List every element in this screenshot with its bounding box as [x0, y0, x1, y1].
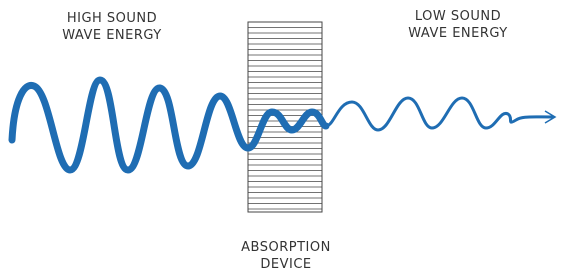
- low-label: LOW SOUND: [415, 9, 501, 24]
- device-label: DEVICE: [260, 257, 311, 272]
- page: {"labels": { "high": ["HIGH SOUND", "WAV…: [0, 0, 567, 275]
- high-label: HIGH SOUND: [67, 11, 157, 26]
- low-label: WAVE ENERGY: [408, 26, 508, 41]
- diagram: HIGH SOUND WAVE ENERGY LOW SOUND WAVE EN…: [0, 0, 567, 275]
- high-label: WAVE ENERGY: [62, 28, 162, 43]
- low-wave: [326, 98, 553, 130]
- device-label: ABSORPTION: [241, 240, 331, 255]
- absorption-device: [248, 22, 322, 212]
